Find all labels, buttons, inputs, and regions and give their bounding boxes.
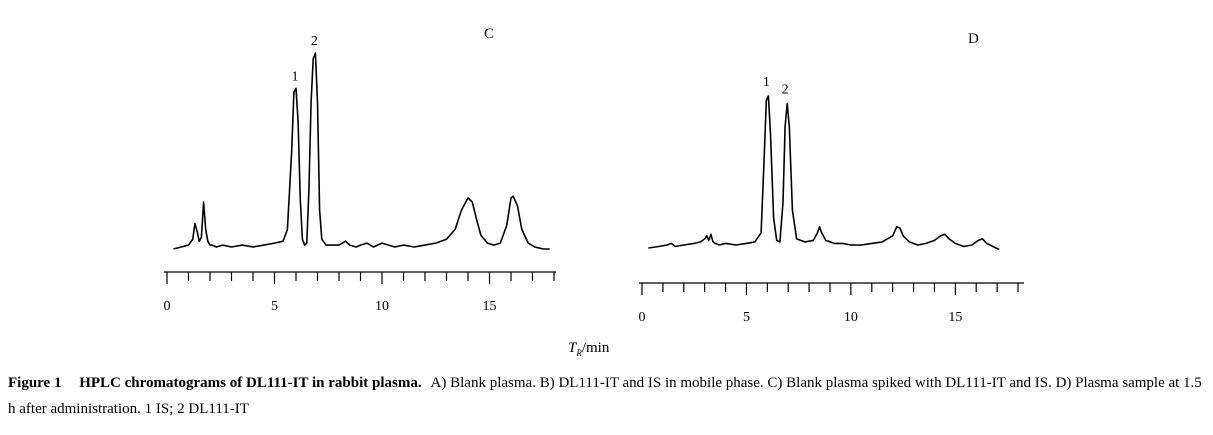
x-ticks-d: 0 5 10 15 (639, 283, 1019, 325)
x-axis-label-subscript: R (575, 348, 582, 358)
x-tick-label: 5 (271, 299, 278, 314)
caption-body: A) Blank plasma. B) DL111-IT and IS in m… (8, 375, 1202, 417)
panel-c-chromatogram: 0 5 10 15 12 C (164, 26, 556, 314)
x-ticks-c: 0 5 10 15 (164, 272, 555, 314)
peak-label: 1 (763, 75, 770, 90)
x-axis-label-symbol: T (568, 340, 578, 356)
panel-d-chromatogram: 0 5 10 15 12 D (639, 31, 1024, 325)
x-tick-label: 10 (375, 299, 389, 314)
chromatogram-trace-c (173, 52, 550, 250)
x-axis-label: TR/min (568, 340, 610, 358)
figure-caption: Figure 1 HPLC chromatograms of DL111-IT … (8, 370, 1203, 422)
peak-label: 2 (311, 34, 318, 49)
caption-title: HPLC chromatograms of DL111-IT in rabbit… (79, 375, 422, 391)
caption-figure-label: Figure 1 (8, 375, 62, 391)
peak-labels-c: 12 (292, 34, 318, 84)
x-tick-label: 5 (743, 310, 750, 325)
panel-label-c: C (484, 26, 494, 42)
x-tick-label: 15 (948, 310, 962, 325)
peak-label: 1 (292, 69, 299, 84)
x-tick-label: 10 (844, 310, 858, 325)
x-axis-label-unit: /min (582, 340, 610, 356)
peak-labels-d: 12 (763, 75, 789, 98)
x-tick-label: 15 (483, 299, 497, 314)
x-tick-label: 0 (639, 310, 646, 325)
chromatogram-trace-d (648, 95, 1000, 251)
panel-label-d: D (968, 31, 979, 47)
x-tick-label: 0 (164, 299, 171, 314)
peak-label: 2 (782, 83, 789, 98)
